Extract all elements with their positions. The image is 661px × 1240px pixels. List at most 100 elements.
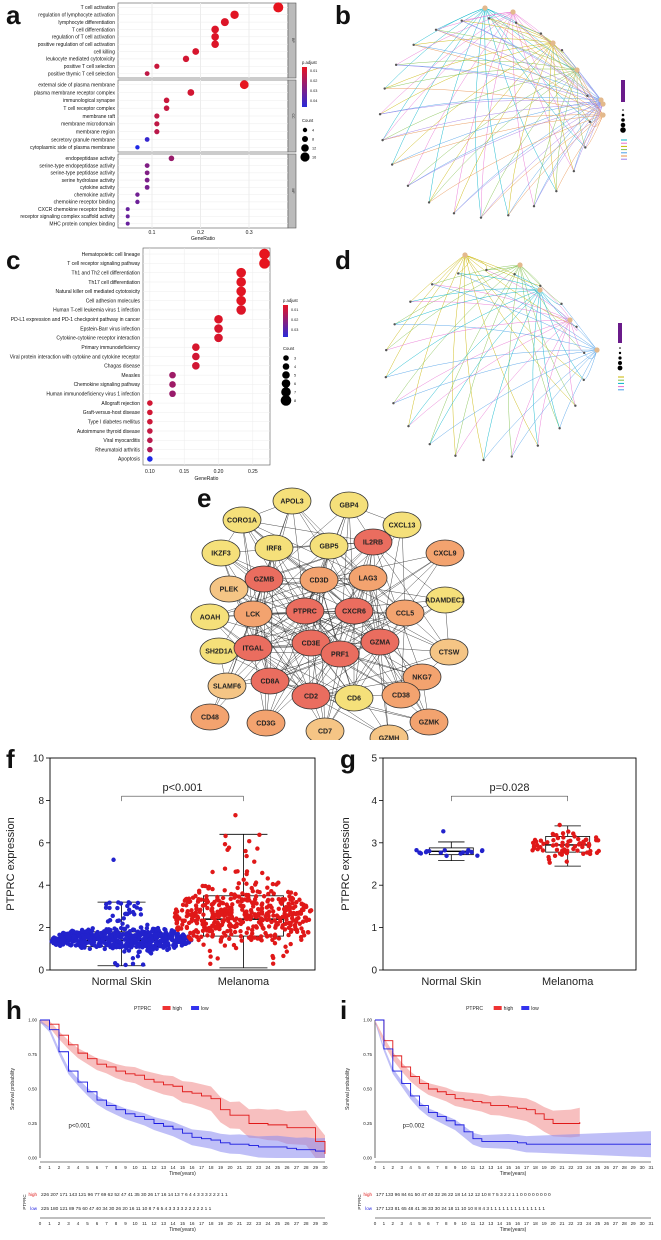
- f-g-point: [265, 897, 271, 903]
- panel-a-legend-padj-title: p.adjust: [302, 60, 318, 65]
- f-g-point: [180, 902, 186, 908]
- panel-d-edge: [393, 349, 598, 404]
- g-g-point: [554, 842, 559, 847]
- h-g-xtick: 17: [199, 1165, 205, 1170]
- panel-b-edge: [435, 29, 604, 105]
- panel-c-dot: [147, 428, 153, 434]
- f-g-point: [130, 961, 136, 966]
- i-g-xtick: 27: [613, 1165, 619, 1170]
- h-g-xtick: 29: [313, 1165, 319, 1170]
- h-g-risk-xtick: 5: [86, 1221, 89, 1226]
- f-g-point: [180, 922, 185, 927]
- f-g-point: [107, 917, 113, 923]
- f-g-point: [82, 945, 87, 950]
- h-g-risk-xtick: 22: [246, 1221, 252, 1226]
- f-g-point: [165, 947, 170, 953]
- f-g-point: [283, 913, 288, 918]
- h-g-xtick: 25: [275, 1165, 281, 1170]
- i-g-legend-low: low: [531, 1006, 539, 1012]
- panel-e-edge: [252, 612, 406, 615]
- panel-e-node: [305, 717, 345, 740]
- f-g-point: [219, 922, 225, 927]
- panel-e-node: [299, 566, 339, 594]
- f-g-point: [178, 926, 184, 931]
- panel-c-dot: [147, 409, 153, 416]
- panel-a-dot: [144, 163, 150, 169]
- panel-e-edge: [241, 519, 374, 543]
- panel-b-edge: [453, 103, 604, 214]
- f-g-ylabel: PTPRC expression: [5, 817, 17, 911]
- f-g-point: [69, 942, 74, 948]
- f-g-point: [55, 936, 61, 942]
- f-g-point: [235, 885, 240, 891]
- h-g-xtick: 15: [180, 1165, 186, 1170]
- panel-e-edge: [310, 651, 450, 697]
- panel-c-term-label: Cytokine-cytokine receptor interaction: [56, 336, 140, 342]
- panel-e-node: [334, 684, 374, 712]
- g-g-point: [581, 851, 586, 856]
- f-g-point: [266, 909, 272, 915]
- panel-c-legend-padj-tick: 0.02: [291, 318, 298, 322]
- f-g-point: [122, 911, 128, 917]
- panel-e-node: [382, 511, 422, 539]
- f-g-point: [244, 869, 250, 874]
- i-g-risk-xtick: 30: [640, 1221, 646, 1226]
- panel-b-edge: [508, 114, 604, 216]
- panel-b-gene-node: [514, 21, 518, 24]
- panel-b-term-node: [600, 112, 606, 118]
- panel-c-legend-count-dot: [283, 355, 289, 361]
- panel-d-edge: [429, 349, 598, 445]
- f-g-pvalue: p<0.001: [162, 782, 202, 794]
- i-g-risk-xtick: 31: [648, 1221, 654, 1226]
- panel-b-gene-node: [394, 63, 398, 67]
- panel-c-legend-padj-tick: 0.03: [291, 328, 298, 332]
- f-g-point: [229, 907, 234, 913]
- panel-d-gene-node: [392, 402, 395, 405]
- i-g-risk-xtick: 14: [497, 1221, 503, 1226]
- panel-a-term-label: cytoplasmic side of plasma membrane: [30, 145, 115, 151]
- panel-b-edge: [407, 69, 578, 186]
- panel-d-term-node: [517, 262, 523, 268]
- panel-e-node-label: GZMH: [379, 736, 400, 741]
- h-g-risk-xtick: 29: [313, 1221, 319, 1226]
- panel-b-gene-node: [539, 32, 543, 35]
- panel-e-node-label: PTPRC: [293, 609, 317, 616]
- panel-b-edge: [435, 29, 578, 71]
- panel-d-edge: [464, 254, 539, 446]
- f-g-point: [103, 936, 109, 941]
- g-g-ytick: 2: [371, 881, 377, 892]
- panel-e-node: [309, 532, 349, 560]
- panel-a-term-label: external side of plasma membrane: [38, 82, 115, 88]
- panel-c-legend-count-dot: [280, 395, 292, 406]
- f-g-point: [236, 881, 242, 886]
- panel-c-dot: [259, 258, 270, 269]
- panel-c-legend-count-tick: 8: [294, 399, 296, 403]
- panel-b-term-node: [550, 40, 556, 46]
- panel-d-gene-node: [385, 348, 388, 352]
- h-g-risk-xtick: 11: [142, 1221, 147, 1226]
- f-g-point: [253, 880, 259, 885]
- f-g-point: [247, 839, 252, 844]
- panel-b-edge: [380, 100, 604, 115]
- f-g-point: [248, 908, 254, 913]
- panel-a-strip-label: CC: [291, 113, 295, 119]
- h-g-risk-xtick: 17: [199, 1221, 205, 1226]
- f-g-point: [223, 912, 228, 917]
- i-g-xtick: 5: [418, 1165, 421, 1170]
- panel-e-edge: [241, 519, 355, 612]
- panel-e-node-label: CD6: [347, 696, 361, 703]
- f-g-point: [197, 909, 202, 915]
- panel-a-term-label: positive regulation of cell activation: [38, 42, 115, 48]
- f-g-point: [116, 918, 122, 923]
- f-g-point: [184, 914, 190, 919]
- panel-e-node: [429, 638, 469, 666]
- f-g-point: [148, 951, 154, 956]
- panel-e-node: [402, 663, 442, 691]
- panel-d-legend-size-dot: [618, 356, 622, 360]
- i-g-xtick: 0: [374, 1165, 377, 1170]
- f-g-point: [257, 832, 262, 838]
- panel-c-dot: [236, 305, 246, 315]
- f-g-point: [220, 918, 225, 924]
- panel-e-edge: [252, 612, 406, 649]
- panel-d-edge: [458, 273, 541, 291]
